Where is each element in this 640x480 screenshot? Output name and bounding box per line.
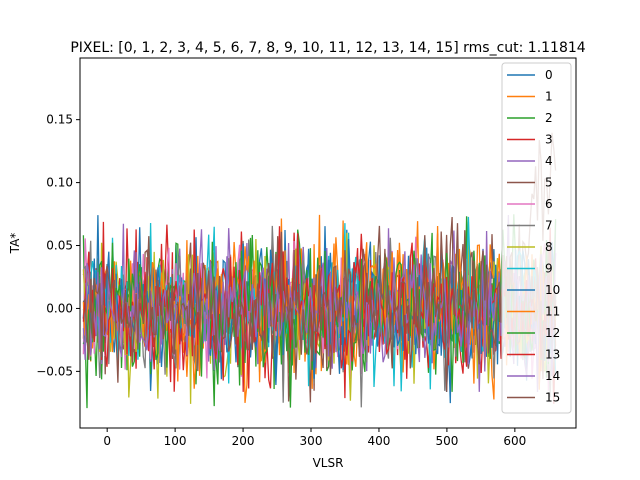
legend-label-10: 10 [545, 283, 560, 297]
legend-label-11: 11 [545, 305, 560, 319]
x-tick-label: 300 [300, 434, 323, 448]
legend-label-0: 0 [545, 68, 553, 82]
y-tick-label: 0.10 [46, 176, 73, 190]
y-axis-label: TA* [8, 233, 22, 255]
x-axis: 0 100 200 300 400 500 600 [103, 428, 526, 448]
legend-label-9: 9 [545, 262, 553, 276]
legend-label-7: 7 [545, 219, 553, 233]
y-tick-label: 0.15 [46, 113, 73, 127]
legend-label-15: 15 [545, 391, 560, 405]
x-tick-label: 200 [232, 434, 255, 448]
y-axis: −0.05 0.00 0.05 0.10 0.15 [36, 113, 80, 378]
legend-label-8: 8 [545, 240, 553, 254]
x-axis-label: VLSR [313, 456, 344, 470]
legend-label-13: 13 [545, 348, 560, 362]
legend-label-12: 12 [545, 326, 560, 340]
y-tick-label: 0.05 [46, 239, 73, 253]
plot-area-frame [79, 57, 577, 429]
legend-label-1: 1 [545, 90, 553, 104]
x-tick-label: 500 [435, 434, 458, 448]
y-tick-label: 0.00 [46, 301, 73, 315]
legend-label-2: 2 [545, 111, 553, 125]
x-tick-label: 100 [164, 434, 187, 448]
legend-label-14: 14 [545, 369, 560, 383]
legend-box [501, 62, 572, 414]
legend-label-6: 6 [545, 197, 553, 211]
legend-label-4: 4 [545, 154, 553, 168]
y-tick-label: −0.05 [36, 364, 73, 378]
legend-label-5: 5 [545, 176, 553, 190]
x-tick-label: 400 [368, 434, 391, 448]
series-line-15 [82, 216, 557, 392]
chart-title: PIXEL: [0, 1, 2, 3, 4, 5, 6, 7, 8, 9, 10… [70, 40, 585, 56]
x-tick-label: 0 [103, 434, 111, 448]
x-tick-label: 600 [503, 434, 526, 448]
legend-label-3: 3 [545, 133, 553, 147]
